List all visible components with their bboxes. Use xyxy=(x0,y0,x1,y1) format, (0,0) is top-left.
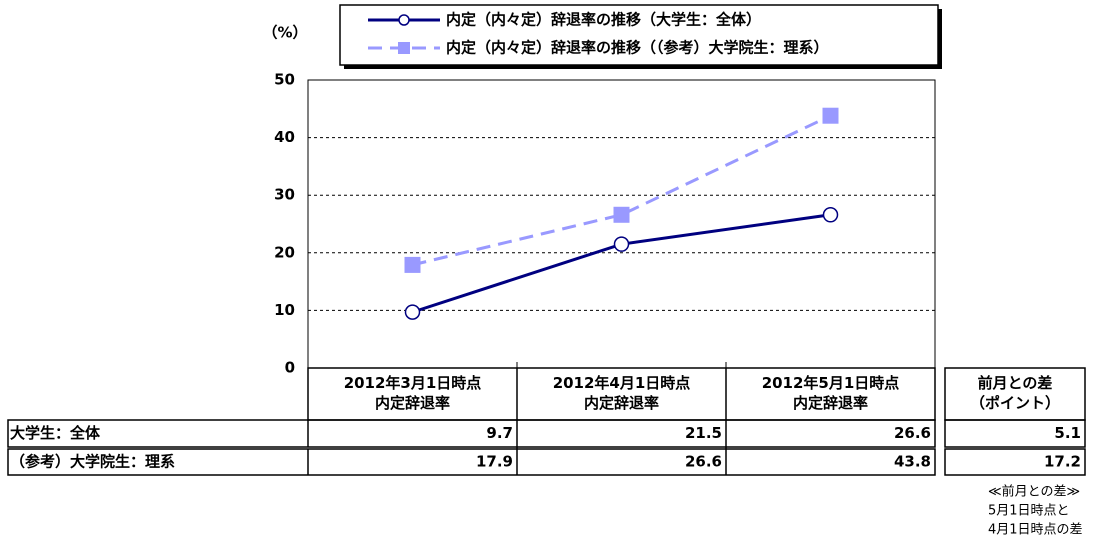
category-label-line: 内定辞退率 xyxy=(584,394,659,412)
category-label-line: 2012年4月1日時点 xyxy=(553,374,691,392)
diff-header: 前月との差 （ポイント） xyxy=(970,374,1060,412)
legend-marker xyxy=(398,14,410,26)
category-label: 2012年3月1日時点内定辞退率 xyxy=(344,374,482,412)
table-row-border xyxy=(7,448,936,476)
table-value: 26.6 xyxy=(685,453,722,471)
table-value: 9.7 xyxy=(486,424,513,442)
y-unit-label: （%） xyxy=(262,24,307,42)
y-tick-label: 30 xyxy=(274,186,295,204)
diff-value: 5.1 xyxy=(1054,424,1081,442)
point-marker xyxy=(613,236,630,252)
point-marker xyxy=(613,206,630,223)
point-marker xyxy=(404,304,421,320)
table-value: 26.6 xyxy=(894,424,931,442)
diff-cell-border xyxy=(944,419,1086,448)
table-row-border xyxy=(7,419,936,448)
row-label: 大学生：全体 xyxy=(10,424,101,442)
diff-value: 17.2 xyxy=(1044,453,1081,471)
category-label-line: 内定辞退率 xyxy=(793,394,868,412)
category-label: 2012年4月1日時点内定辞退率 xyxy=(553,374,691,412)
series-line xyxy=(412,114,832,267)
legend-label: 内定（内々定）辞退率の推移（（参考）大学院生：理系） xyxy=(446,39,829,57)
diff-header-line: 前月との差 xyxy=(978,374,1053,392)
category-label: 2012年5月1日時点内定辞退率 xyxy=(762,374,900,412)
y-tick-label: 50 xyxy=(274,71,295,89)
series-line xyxy=(412,213,831,314)
y-tick-label: 0 xyxy=(285,359,295,377)
diff-cell-border xyxy=(944,448,1086,476)
category-label-line: 2012年5月1日時点 xyxy=(762,374,900,392)
y-tick-label: 10 xyxy=(274,301,295,319)
note-line: 4月1日時点の差 xyxy=(988,523,1083,538)
table-value: 43.8 xyxy=(894,453,931,471)
category-label-line: 内定辞退率 xyxy=(375,394,450,412)
table-value: 17.9 xyxy=(476,453,513,471)
legend-box xyxy=(339,4,939,66)
note-line: ≪前月との差≫ xyxy=(988,484,1080,500)
note-line: 5月1日時点と xyxy=(988,504,1070,519)
point-marker xyxy=(822,207,839,223)
row-label: （参考）大学院生：理系 xyxy=(10,453,175,471)
plot-border xyxy=(307,79,936,369)
y-tick-label: 20 xyxy=(274,243,295,261)
legend-marker xyxy=(398,42,410,54)
point-marker xyxy=(404,256,421,273)
y-tick-label: 40 xyxy=(274,128,295,146)
legend-label: 内定（内々定）辞退率の推移（大学生：全体） xyxy=(446,11,761,29)
category-label-line: 2012年3月1日時点 xyxy=(344,374,482,392)
table-value: 21.5 xyxy=(685,424,722,442)
point-marker xyxy=(822,107,839,124)
diff-header-line: （ポイント） xyxy=(970,394,1060,412)
